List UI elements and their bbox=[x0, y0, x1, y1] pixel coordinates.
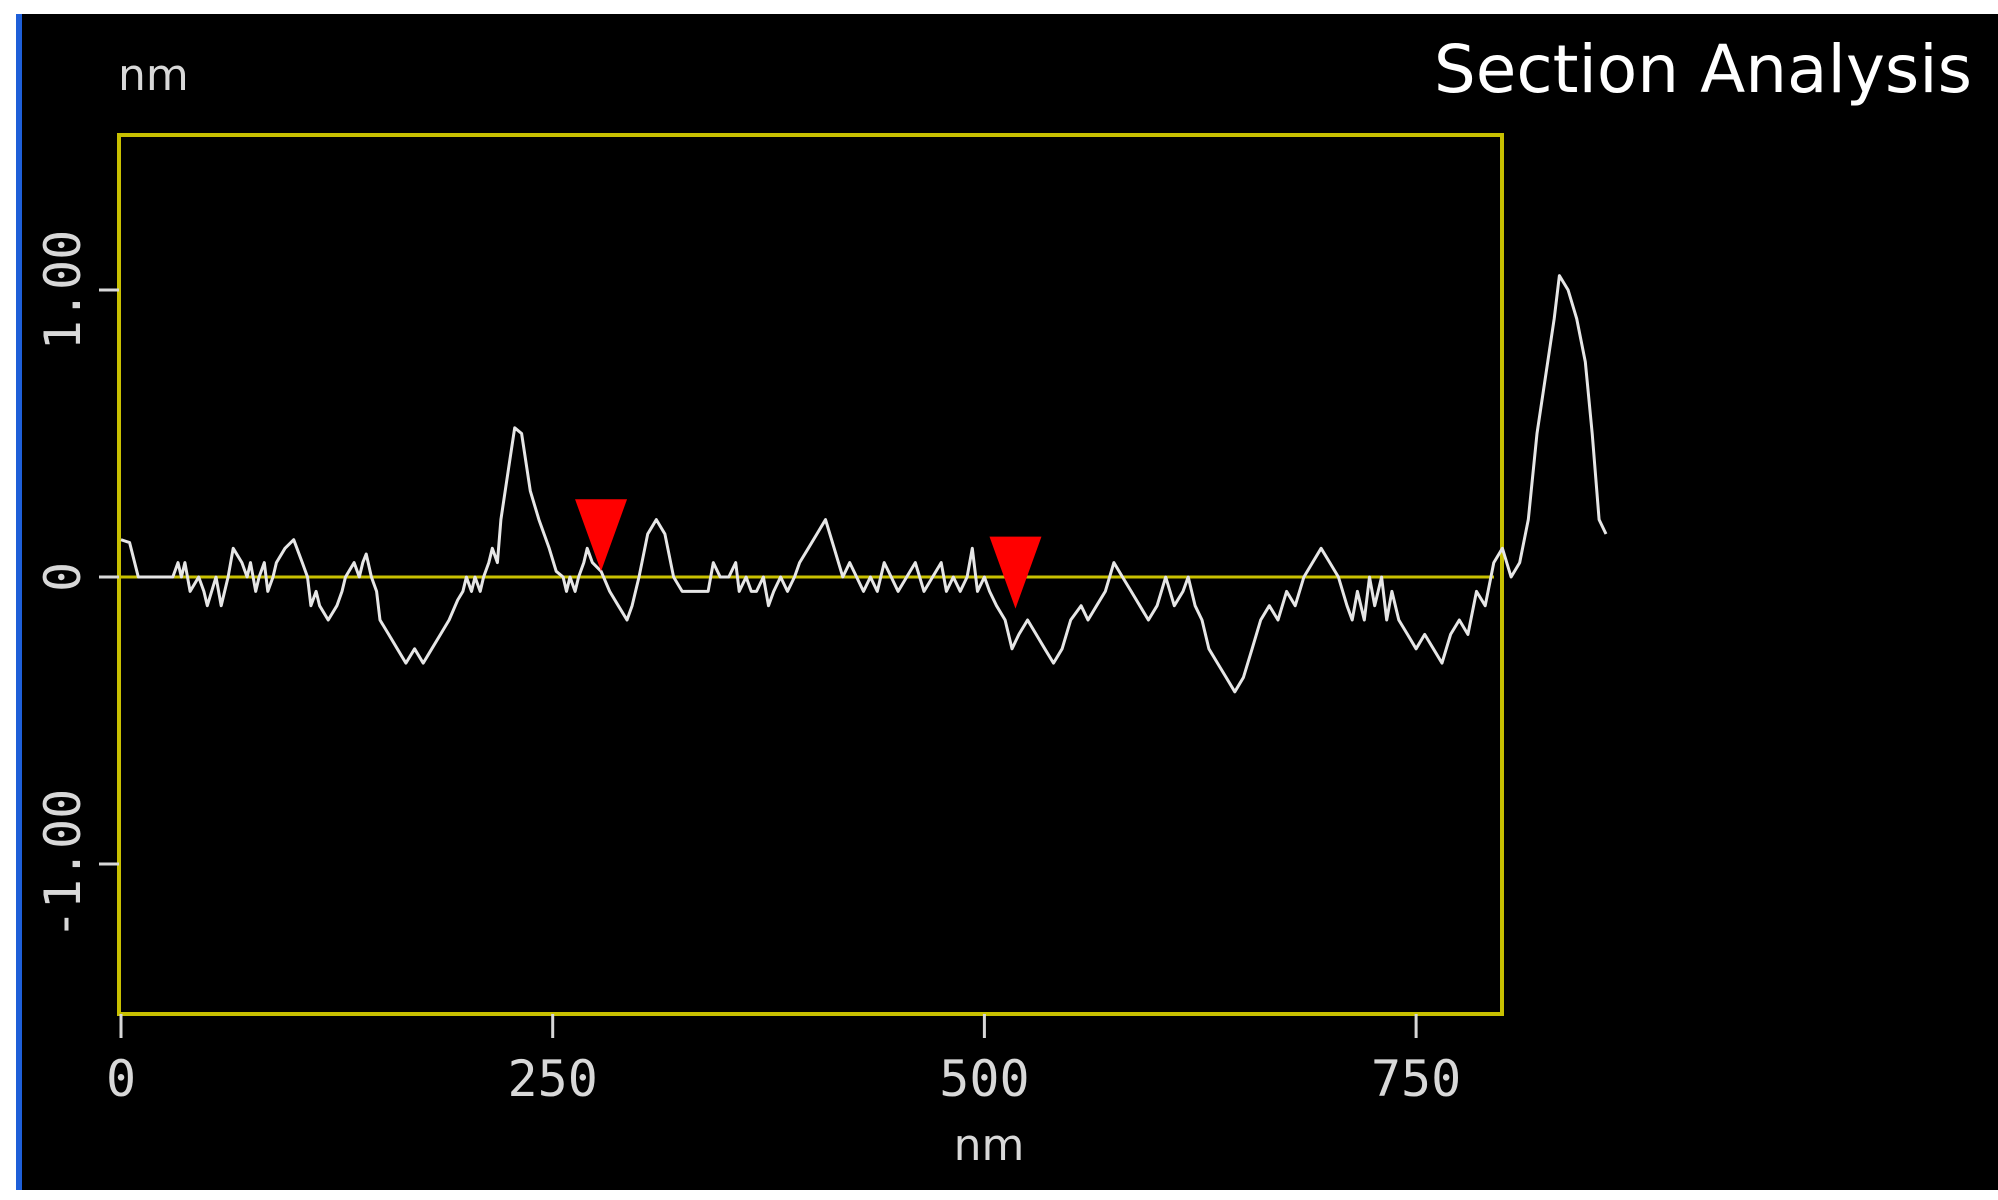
y-tick-label: 1.00 bbox=[34, 230, 92, 350]
x-tick-label: 500 bbox=[939, 1050, 1029, 1108]
x-tick-label: 750 bbox=[1371, 1050, 1461, 1108]
cursor-markers bbox=[575, 499, 1042, 609]
plot-frame bbox=[117, 133, 1504, 1016]
x-axis-unit-label: nm bbox=[954, 1120, 1025, 1171]
plot-frame-border bbox=[117, 133, 1504, 1016]
profile-line-group bbox=[120, 274, 1608, 694]
y-tick-label: -1.00 bbox=[34, 789, 92, 940]
y-tick-label: 0 bbox=[34, 562, 92, 592]
y-axis-unit-label: nm bbox=[118, 50, 189, 101]
cursor-marker bbox=[575, 499, 628, 572]
cursor-marker bbox=[989, 536, 1042, 609]
x-tick-label: 0 bbox=[106, 1050, 136, 1108]
chart-title: Section Analysis bbox=[1434, 31, 1972, 108]
chart-panel: Section Analysis nm nm 0 250 500 750 1.00 0 -1… bbox=[16, 14, 1998, 1190]
axis-ticks: 0 250 500 750 1.00 0 -1.00 bbox=[34, 230, 1461, 1108]
section-analysis-chart: Section Analysis nm nm 0 250 500 750 1.00 0 -1… bbox=[34, 31, 1972, 1171]
profile-line bbox=[120, 274, 1608, 694]
x-tick-label: 250 bbox=[508, 1050, 598, 1108]
